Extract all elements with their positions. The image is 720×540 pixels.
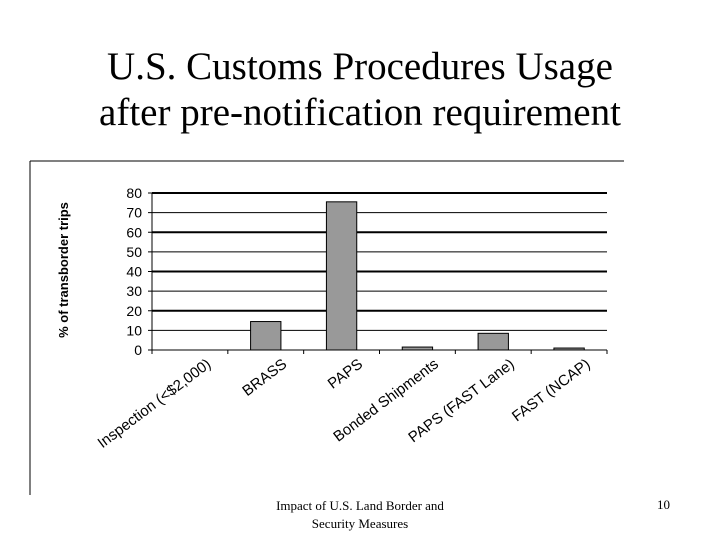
x-tick-label: BRASS: [239, 356, 290, 400]
bars: [250, 201, 585, 351]
y-axis-label: % of transborder trips: [56, 202, 71, 338]
axes: [148, 192, 608, 354]
footer-caption-line-2: Security Measures: [311, 516, 409, 531]
slide-title-line-2: after pre-notification requirement: [99, 91, 621, 134]
bar: [477, 332, 509, 351]
y-tick-label: 60: [126, 224, 142, 240]
footer-caption: Impact of U.S. Land Border and Security …: [240, 497, 480, 533]
gridlines: [152, 192, 607, 331]
page-number: 10: [657, 497, 670, 512]
footer-caption-line-1: Impact of U.S. Land Border and: [276, 498, 444, 513]
slide-title-line-1: U.S. Customs Procedures Usage: [107, 45, 613, 88]
y-tick-label: 70: [126, 205, 142, 221]
x-tick-label: Inspection (<$2,000): [95, 356, 215, 452]
y-tick-label: 80: [126, 185, 142, 201]
y-tick-label: 50: [126, 244, 142, 260]
y-tick-label: 0: [134, 342, 142, 358]
bar: [325, 201, 358, 351]
x-tick-label: FAST (NCAP): [509, 356, 594, 426]
y-tick-label: 40: [126, 264, 142, 280]
y-tick-labels: 0 10 20 30 40 50 60 70 80: [126, 185, 142, 358]
slide-title: U.S. Customs Procedures Usage after pre-…: [0, 44, 720, 136]
y-tick-label: 20: [126, 303, 142, 319]
y-tick-label: 30: [126, 283, 142, 299]
x-tick-label: PAPS: [325, 356, 366, 393]
bar: [250, 321, 282, 351]
y-tick-label: 10: [126, 322, 142, 338]
